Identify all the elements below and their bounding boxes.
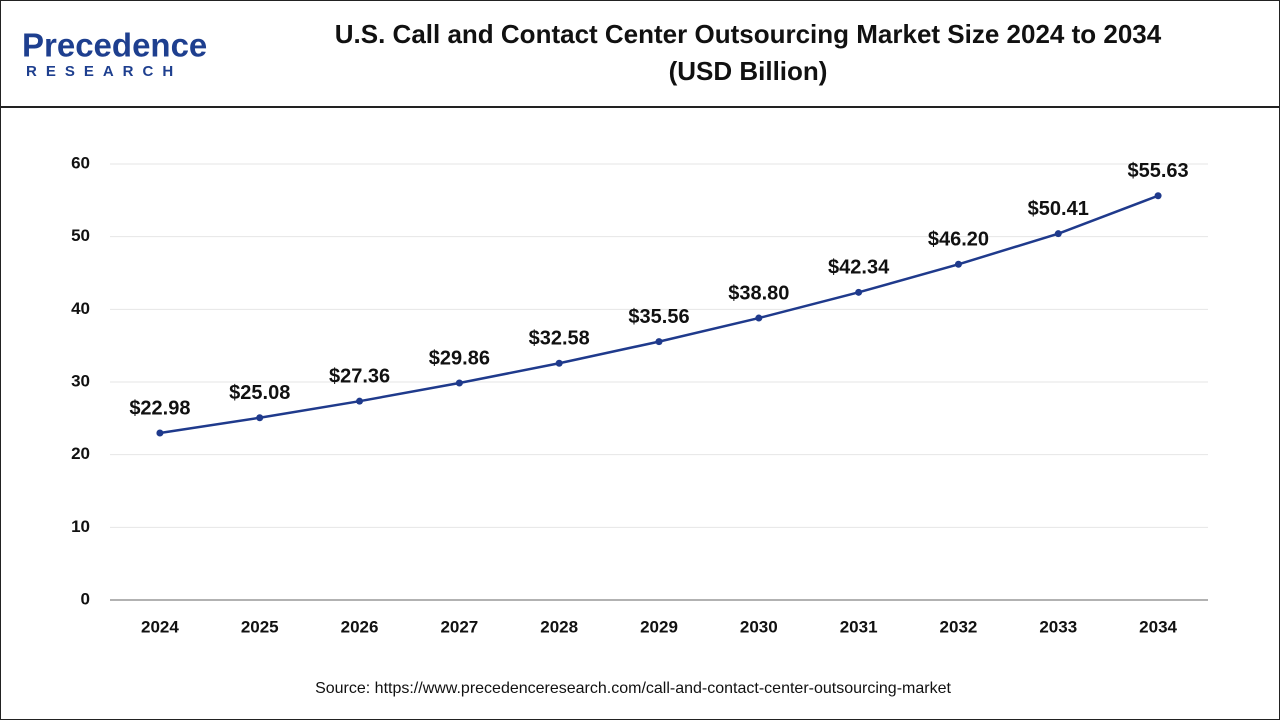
data-point xyxy=(256,414,264,422)
data-point xyxy=(356,397,364,405)
data-point xyxy=(555,359,563,367)
y-tick-label: 0 xyxy=(81,589,90,608)
data-label: $29.86 xyxy=(429,347,490,369)
x-tick-label: 2033 xyxy=(1039,617,1077,636)
data-point xyxy=(1154,192,1162,200)
x-tick-label: 2031 xyxy=(840,617,878,636)
data-point xyxy=(156,429,164,437)
data-label: $25.08 xyxy=(229,382,290,404)
x-tick-label: 2032 xyxy=(940,617,978,636)
x-tick-label: 2026 xyxy=(341,617,379,636)
x-tick-label: 2030 xyxy=(740,617,778,636)
data-label: $32.58 xyxy=(529,328,590,350)
data-label: $35.56 xyxy=(628,306,689,328)
y-tick-label: 60 xyxy=(71,153,90,172)
data-point xyxy=(455,379,463,387)
data-label: $38.80 xyxy=(728,282,789,304)
data-label: $50.41 xyxy=(1028,198,1089,220)
y-tick-label: 30 xyxy=(71,371,90,390)
y-tick-label: 40 xyxy=(71,299,90,318)
data-label: $22.98 xyxy=(129,397,190,419)
data-point xyxy=(1054,230,1062,238)
x-tick-label: 2028 xyxy=(540,617,578,636)
logo-name: Precedence xyxy=(22,27,207,64)
x-tick-label: 2029 xyxy=(640,617,678,636)
data-label: $42.34 xyxy=(828,257,890,279)
source-note: Source: https://www.precedenceresearch.c… xyxy=(315,680,951,697)
data-point xyxy=(755,314,763,322)
data-point xyxy=(655,338,663,346)
y-tick-label: 50 xyxy=(71,226,90,245)
y-tick-label: 20 xyxy=(71,444,90,463)
data-label: $55.63 xyxy=(1128,160,1189,182)
y-tick-label: 10 xyxy=(71,517,90,536)
x-tick-label: 2027 xyxy=(440,617,478,636)
data-label: $46.20 xyxy=(928,229,989,251)
x-tick-label: 2034 xyxy=(1139,617,1177,636)
data-label: $27.36 xyxy=(329,365,390,387)
chart-subtitle: (USD Billion) xyxy=(669,56,828,86)
chart-title: U.S. Call and Contact Center Outsourcing… xyxy=(335,19,1162,49)
logo-tagline: RESEARCH xyxy=(26,63,182,80)
x-tick-label: 2025 xyxy=(241,617,279,636)
x-tick-label: 2024 xyxy=(141,617,179,636)
data-point xyxy=(954,260,962,268)
data-point xyxy=(855,288,863,296)
